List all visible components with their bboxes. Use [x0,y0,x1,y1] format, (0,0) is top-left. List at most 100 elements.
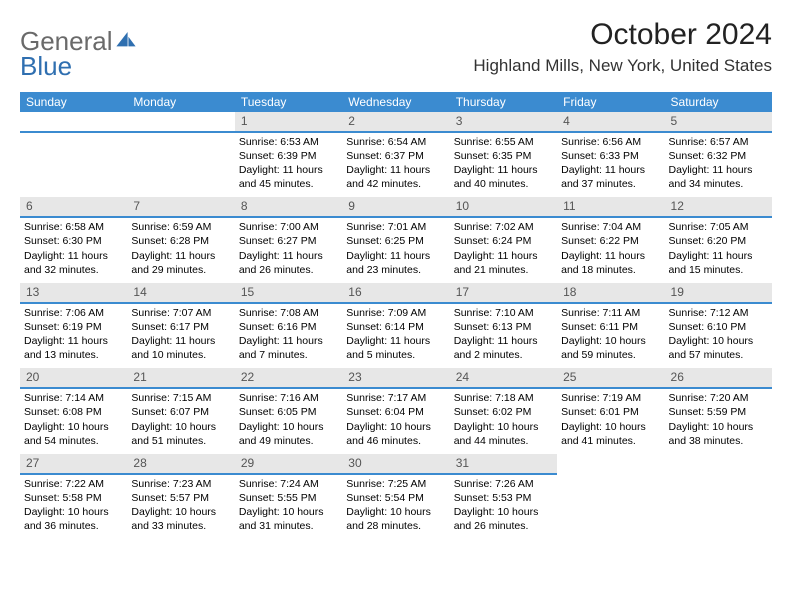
sunrise: Sunrise: 7:22 AM [24,478,104,490]
day-header: Tuesday [235,92,342,112]
day-body: Sunrise: 7:06 AMSunset: 6:19 PMDaylight:… [20,304,127,363]
day-cell: 9Sunrise: 7:01 AMSunset: 6:25 PMDaylight… [342,197,449,282]
day-number: 28 [127,454,234,475]
sunrise: Sunrise: 7:04 AM [561,221,641,233]
day-cell: 23Sunrise: 7:17 AMSunset: 6:04 PMDayligh… [342,368,449,453]
sunset: Sunset: 6:11 PM [561,321,638,333]
sunset: Sunset: 6:33 PM [561,150,639,162]
day-number: 21 [127,368,234,389]
sunset: Sunset: 6:14 PM [346,321,424,333]
sunrise: Sunrise: 7:25 AM [346,478,426,490]
sunrise: Sunrise: 7:15 AM [131,392,211,404]
sunrise: Sunrise: 7:16 AM [239,392,319,404]
day-body: Sunrise: 7:04 AM Sunset: 6:22 PM Daylight:… [557,218,664,277]
daylight: Daylight: 11 hours and 10 minutes. [131,335,215,361]
day-body: Sunrise: 7:01 AMSunset: 6:25 PMDaylight:… [342,218,449,277]
sunset: Sunset: 6:22 PM [561,235,639,247]
sunrise: Sunrise: 7:26 AM [454,478,534,490]
sunrise: Sunrise: 7:10 AM [454,307,534,319]
day-body: Sunrise: 7:25 AMSunset: 5:54 PMDaylight:… [342,475,449,534]
day-number: 19 [665,283,772,304]
day-number: 12 [665,197,772,218]
day-cell: 12Sunrise: 7:05 AMSunset: 6:20 PMDayligh… [665,197,772,282]
day-number: 16 [342,283,449,304]
day-number: 23 [342,368,449,389]
sunrise: Sunrise: 6:53 AM [239,136,319,148]
day-number [557,454,664,473]
day-cell: 27Sunrise: 7:22 AMSunset: 5:58 PMDayligh… [20,454,127,539]
sunrise: Sunrise: 7:24 AM [239,478,319,490]
sunrise: Sunrise: 7:11 AM [561,307,640,319]
day-body: Sunrise: 7:23 AMSunset: 5:57 PMDaylight:… [127,475,234,534]
day-number: 8 [235,197,342,218]
day-number: 13 [20,283,127,304]
sunset: Sunset: 5:55 PM [239,492,317,504]
daylight: Daylight: 11 hours and 7 minutes. [239,335,323,361]
day-body: Sunrise: 7:20 AMSunset: 5:59 PMDaylight:… [665,389,772,448]
sunrise: Sunrise: 7:02 AM [454,221,534,233]
day-body: Sunrise: 7:17 AMSunset: 6:04 PMDaylight:… [342,389,449,448]
sunset: Sunset: 6:24 PM [454,235,532,247]
daylight: Daylight: 11 hours and 26 minutes. [239,250,323,276]
day-body: Sunrise: 6:56 AMSunset: 6:33 PMDaylight:… [557,133,664,192]
day-cell: 31Sunrise: 7:26 AMSunset: 5:53 PMDayligh… [450,454,557,539]
sunrise: Sunrise: 7:06 AM [24,307,104,319]
day-cell: 7Sunrise: 6:59 AMSunset: 6:28 PMDaylight… [127,197,234,282]
week-row: 20Sunrise: 7:14 AMSunset: 6:08 PMDayligh… [20,368,772,453]
day-cell [127,112,234,197]
sunset: Sunset: 6:13 PM [454,321,532,333]
daylight: Daylight: 10 hours and 51 minutes. [131,421,216,447]
daylight: Daylight: 11 hours and 18 minutes. [561,250,645,276]
daylight: Daylight: 10 hours and 54 minutes. [24,421,109,447]
day-number: 3 [450,112,557,133]
day-body: Sunrise: 6:53 AMSunset: 6:39 PMDaylight:… [235,133,342,192]
daylight: Daylight: 11 hours and 2 minutes. [454,335,538,361]
sunset: Sunset: 6:30 PM [24,235,102,247]
day-number: 29 [235,454,342,475]
sunrise: Sunrise: 7:20 AM [669,392,749,404]
day-cell: 21 Sunrise: 7:15 AM Sunset: 6:07 PM Dayligh… [127,368,234,453]
calendar: SundayMondayTuesdayWednesdayThursdayFrid… [20,92,772,539]
day-body: Sunrise: 7:09 AMSunset: 6:14 PMDaylight:… [342,304,449,363]
day-body: Sunrise: 7:11 AMSunset: 6:11 PMDaylight:… [557,304,664,363]
day-number: 24 [450,368,557,389]
day-cell: 3Sunrise: 6:55 AMSunset: 6:35 PMDaylight… [450,112,557,197]
sunset: Sunset: 6:17 PM [131,321,209,333]
sunrise: Sunrise: 7:14 AM [24,392,104,404]
daylight: Daylight: 10 hours and 36 minutes. [24,506,109,532]
day-body: Sunrise: 7:07 AM Sunset: 6:17 PM Daylight:… [127,304,234,363]
sunrise: Sunrise: 6:59 AM [131,221,211,233]
day-body: Sunrise: 7:00 AMSunset: 6:27 PMDaylight:… [235,218,342,277]
week-row: 6Sunrise: 6:58 AMSunset: 6:30 PMDaylight… [20,197,772,282]
daylight: Daylight: 11 hours and 45 minutes. [239,164,323,190]
sunset: Sunset: 6:10 PM [669,321,747,333]
day-number: 26 [665,368,772,389]
day-cell: 25Sunrise: 7:19 AMSunset: 6:01 PMDayligh… [557,368,664,453]
sunset: Sunset: 6:37 PM [346,150,424,162]
day-cell: 29 Sunrise: 7:24 AM Sunset: 5:55 PM Dayligh… [235,454,342,539]
day-body: Sunrise: 7:19 AMSunset: 6:01 PMDaylight:… [557,389,664,448]
day-number: 4 [557,112,664,133]
sunset: Sunset: 5:58 PM [24,492,102,504]
sunset: Sunset: 6:07 PM [131,406,209,418]
day-body: Sunrise: 7:10 AM Sunset: 6:13 PM Daylight:… [450,304,557,363]
day-cell: 22Sunrise: 7:16 AMSunset: 6:05 PMDayligh… [235,368,342,453]
location: Highland Mills, New York, United States [473,56,772,76]
sunrise: Sunrise: 7:07 AM [131,307,211,319]
week-row: 1Sunrise: 6:53 AMSunset: 6:39 PMDaylight… [20,112,772,197]
day-cell: 15Sunrise: 7:08 AMSunset: 6:16 PMDayligh… [235,283,342,368]
logo: GeneralBlue [20,18,137,82]
daylight: Daylight: 10 hours and 57 minutes. [669,335,754,361]
day-cell: 11Sunrise: 7:04 AMSunset: 6:22 PMDayligh… [557,197,664,282]
sunrise: Sunrise: 7:00 AM [239,221,319,233]
day-cell: 30Sunrise: 7:25 AMSunset: 5:54 PMDayligh… [342,454,449,539]
sunset: Sunset: 6:28 PM [131,235,209,247]
daylight: Daylight: 11 hours and 32 minutes. [24,250,108,276]
day-number: 25 [557,368,664,389]
day-body: Sunrise: 6:58 AMSunset: 6:30 PMDaylight:… [20,218,127,277]
day-cell: 4Sunrise: 6:56 AMSunset: 6:33 PMDaylight… [557,112,664,197]
day-cell: 13Sunrise: 7:06 AMSunset: 6:19 PMDayligh… [20,283,127,368]
daylight: Daylight: 10 hours and 31 minutes. [239,506,324,532]
day-header: Monday [127,92,234,112]
daylight: Daylight: 11 hours and 34 minutes. [669,164,753,190]
